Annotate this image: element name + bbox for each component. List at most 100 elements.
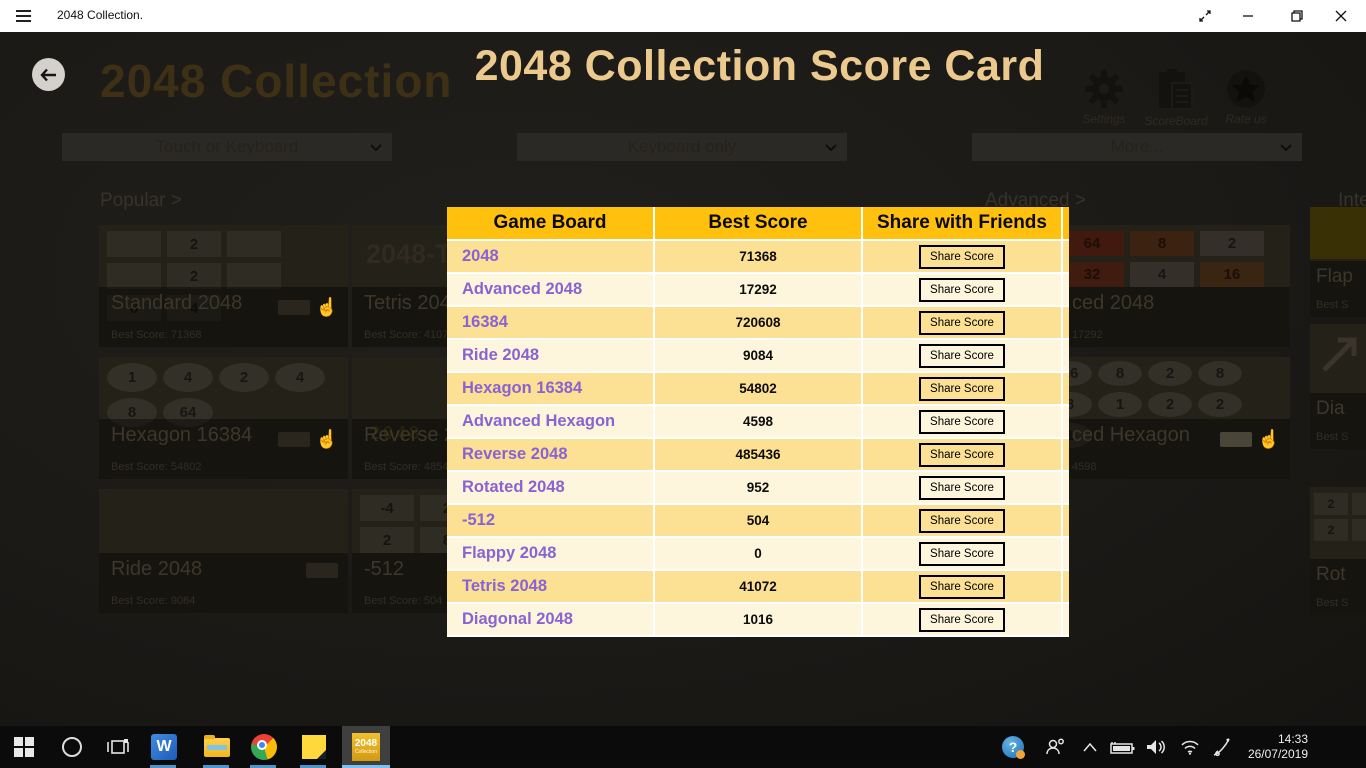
get-help-icon[interactable]: ? [1000, 726, 1026, 768]
background-app-title: 2048 Collection [100, 55, 453, 107]
people-icon[interactable] [1042, 726, 1068, 768]
chrome-icon[interactable] [250, 726, 278, 768]
game-link[interactable]: 2048 [447, 241, 653, 272]
app-canvas: 2048 Collection Touch or Keyboard Keyboa… [0, 32, 1366, 726]
game-link[interactable]: -512 [447, 505, 653, 536]
share-score-button[interactable]: Share Score [919, 442, 1005, 467]
filter-dropdown-more: More... [972, 133, 1302, 161]
game-link[interactable]: Advanced 2048 [447, 274, 653, 305]
game-link[interactable]: 16384 [447, 307, 653, 338]
row-edge-strip [1063, 505, 1069, 536]
tile-caption: Flap Best S [1310, 261, 1366, 317]
tile-best-score: Best Score: 48543 [364, 461, 455, 473]
tile-caption: Dia Best S [1310, 393, 1366, 449]
volume-icon[interactable] [1142, 726, 1170, 768]
board-number-chip: 8 [1130, 231, 1194, 256]
rate-us-button[interactable]: Rate us [1204, 68, 1288, 126]
game-link[interactable]: Rotated 2048 [447, 472, 653, 503]
settings-label: Settings [1082, 112, 1126, 126]
share-score-button[interactable]: Share Score [919, 541, 1005, 566]
section-heading-popular: Popular > [100, 190, 182, 211]
tile-name: ced Hexagon [1072, 424, 1190, 446]
battery-icon[interactable] [1108, 726, 1138, 768]
share-score-button[interactable]: Share Score [919, 607, 1005, 632]
share-score-button[interactable]: Share Score [919, 475, 1005, 500]
back-button[interactable] [32, 58, 65, 91]
game-link[interactable]: Flappy 2048 [447, 538, 653, 569]
board-number-chip: 2 [167, 263, 221, 289]
word-icon[interactable]: W [150, 726, 178, 768]
share-score-button[interactable]: Share Score [919, 574, 1005, 599]
sticky-notes-icon[interactable] [300, 726, 328, 768]
chevron-down-icon [1280, 144, 1292, 151]
row-edge-strip [1063, 307, 1069, 338]
share-score-button[interactable]: Share Score [919, 244, 1005, 269]
scorecard-title: 2048 Collection Score Card [474, 42, 1045, 90]
row-edge-strip [1063, 373, 1069, 404]
restore-icon[interactable] [1280, 0, 1314, 32]
share-cell: Share Score [863, 406, 1061, 437]
tile-best-score: Best Score: 71368 [111, 329, 202, 341]
game-link[interactable]: Ride 2048 [447, 340, 653, 371]
tile-name: Ride 2048 [111, 558, 203, 580]
share-score-button[interactable]: Share Score [919, 277, 1005, 302]
windows-ink-pen-icon[interactable] [1208, 726, 1236, 768]
game-tile-flappy-2048: Flap Best S [1310, 207, 1366, 317]
cortana-icon[interactable] [58, 726, 86, 768]
chevron-down-icon [370, 144, 382, 151]
game-link[interactable]: Advanced Hexagon [447, 406, 653, 437]
tile-caption: Rot Best S [1310, 559, 1366, 615]
minimize-icon[interactable] [1231, 0, 1265, 32]
2048-collection-icon[interactable]: 2048 Collection [342, 726, 390, 768]
star-icon [1227, 70, 1265, 108]
row-edge-strip [1063, 538, 1069, 569]
game-tile-hexagon-16384: 1 4 2 4 8 64 Hexagon 16384 ☝ Best Score: 5480… [99, 357, 348, 479]
tile-best-score: 4598 [1072, 461, 1097, 473]
board-number-chip [227, 263, 281, 289]
keyboard-touch-icons: ☝ [1219, 429, 1280, 450]
taskbar-clock[interactable]: 14:33 26/07/2019 [1238, 732, 1308, 762]
wifi-icon[interactable] [1176, 726, 1204, 768]
share-score-button[interactable]: Share Score [919, 508, 1005, 533]
board-number-chip: 2 [219, 363, 269, 392]
game-link[interactable]: Diagonal 2048 [447, 604, 653, 635]
game-link[interactable]: Reverse 2048 [447, 439, 653, 470]
board-number-chip: 4 [275, 363, 325, 392]
board-number-chip [107, 231, 161, 257]
tile-caption: Hexagon 16384 ☝ Best Score: 54802 [99, 419, 348, 479]
scoreboard-button[interactable]: ScoreBoard [1134, 68, 1218, 128]
share-score-button[interactable]: Share Score [919, 310, 1005, 335]
share-score-button[interactable]: Share Score [919, 343, 1005, 368]
share-score-button[interactable]: Share Score [919, 409, 1005, 434]
close-icon[interactable] [1324, 0, 1358, 32]
row-edge-strip [1063, 406, 1069, 437]
task-view-icon[interactable] [104, 726, 132, 768]
open-app-indicator [150, 765, 176, 768]
game-link[interactable]: Tetris 2048 [447, 571, 653, 602]
best-score-value: 54802 [655, 373, 861, 404]
game-tile-ride-2048: Ride 2048 Best Score: 9084 [99, 489, 348, 613]
start-icon[interactable] [10, 726, 38, 768]
rate-us-label: Rate us [1225, 112, 1267, 126]
game-link[interactable]: Hexagon 16384 [447, 373, 653, 404]
tile-board [1310, 207, 1366, 259]
taskbar: W 2048 Collection ? [0, 726, 1366, 768]
filter-dropdown-value: Touch or Keyboard [155, 137, 299, 156]
tile-best-score: Best Score: 9084 [111, 595, 196, 607]
share-cell: Share Score [863, 472, 1061, 503]
settings-button[interactable]: Settings [1062, 68, 1146, 126]
board-number-chip: 8 [1098, 361, 1142, 386]
keyboard-touch-icons: ☝ [277, 297, 338, 318]
hamburger-menu-icon[interactable] [16, 7, 31, 25]
share-score-button[interactable]: Share Score [919, 376, 1005, 401]
best-score-value: 4598 [655, 406, 861, 437]
expand-icon[interactable] [1188, 0, 1222, 32]
board-number-chip: 8 [1352, 519, 1366, 541]
keyboard-touch-icons: ☝ [277, 429, 338, 450]
file-explorer-icon[interactable] [203, 726, 231, 768]
open-app-indicator [250, 765, 276, 768]
section-heading-advanced: Advanced > [985, 190, 1086, 211]
chevron-up-icon[interactable] [1078, 726, 1102, 768]
board-number-chip: 4 [163, 363, 213, 392]
row-edge-strip [1063, 274, 1069, 305]
